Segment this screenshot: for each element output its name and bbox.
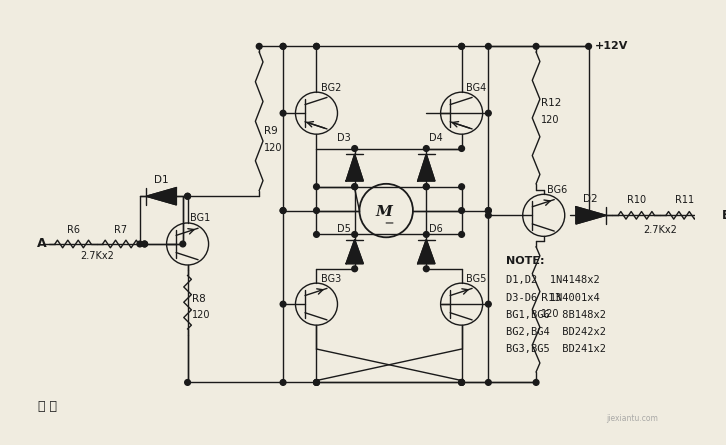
Circle shape (459, 44, 465, 49)
Circle shape (423, 231, 429, 237)
Text: NOTE:: NOTE: (505, 256, 544, 267)
Circle shape (184, 380, 190, 385)
Circle shape (184, 194, 190, 199)
Circle shape (459, 184, 465, 190)
Polygon shape (146, 188, 176, 205)
Circle shape (459, 380, 465, 385)
Text: D4: D4 (429, 133, 443, 143)
Circle shape (142, 241, 147, 247)
Circle shape (486, 208, 492, 214)
Circle shape (486, 44, 492, 49)
Text: 2.7Kx2: 2.7Kx2 (643, 225, 677, 235)
Text: R12: R12 (541, 97, 561, 108)
Polygon shape (417, 154, 435, 181)
Circle shape (486, 208, 492, 214)
Circle shape (423, 184, 429, 190)
Text: R10: R10 (627, 195, 646, 205)
Circle shape (423, 266, 429, 272)
Text: R7: R7 (114, 225, 127, 235)
Text: D5: D5 (338, 223, 351, 234)
Circle shape (533, 44, 539, 49)
Circle shape (586, 212, 592, 218)
Circle shape (459, 146, 465, 151)
Text: 120: 120 (192, 310, 211, 320)
Text: jiexiantu.com: jiexiantu.com (606, 413, 658, 423)
Circle shape (459, 231, 465, 237)
Circle shape (314, 380, 319, 385)
Circle shape (314, 380, 319, 385)
Text: D2: D2 (583, 194, 597, 204)
Text: BG2,BG4  BD242x2: BG2,BG4 BD242x2 (505, 327, 605, 337)
Text: BG2: BG2 (322, 83, 342, 93)
Text: 图 五: 图 五 (38, 400, 57, 413)
Circle shape (459, 380, 465, 385)
Circle shape (459, 44, 465, 49)
Text: BG4: BG4 (466, 83, 486, 93)
Text: BG6: BG6 (547, 185, 567, 195)
Text: 2.7Kx2: 2.7Kx2 (80, 251, 114, 261)
Polygon shape (346, 239, 363, 263)
Circle shape (314, 44, 319, 49)
Text: D3-D6  1N4001x4: D3-D6 1N4001x4 (505, 293, 599, 303)
Text: B: B (722, 209, 726, 222)
Circle shape (314, 184, 319, 190)
Circle shape (459, 208, 465, 214)
Text: D1: D1 (153, 175, 168, 185)
Text: BG3,BG5  BD241x2: BG3,BG5 BD241x2 (505, 344, 605, 354)
Circle shape (352, 146, 357, 151)
Circle shape (137, 241, 143, 247)
Text: BG3: BG3 (322, 274, 341, 283)
Text: R13: R13 (541, 293, 561, 303)
Text: 120: 120 (541, 115, 559, 125)
Circle shape (184, 194, 190, 199)
Circle shape (533, 380, 539, 385)
Circle shape (423, 146, 429, 151)
Text: BG5: BG5 (466, 274, 486, 283)
Circle shape (486, 212, 492, 218)
Polygon shape (346, 154, 363, 181)
Text: D6: D6 (429, 223, 443, 234)
Circle shape (486, 380, 492, 385)
Circle shape (142, 241, 147, 247)
Circle shape (586, 44, 592, 49)
Text: R8: R8 (192, 294, 206, 304)
Text: D3: D3 (338, 133, 351, 143)
Text: R11: R11 (674, 195, 693, 205)
Polygon shape (417, 239, 435, 263)
Text: R6: R6 (67, 225, 80, 235)
Text: R9: R9 (264, 126, 278, 136)
Circle shape (280, 44, 286, 49)
Text: D1,D2  1N4148x2: D1,D2 1N4148x2 (505, 275, 599, 286)
Circle shape (280, 110, 286, 116)
Circle shape (280, 44, 286, 49)
Circle shape (180, 241, 186, 247)
Circle shape (486, 110, 492, 116)
Circle shape (352, 184, 357, 190)
Circle shape (352, 184, 357, 190)
Circle shape (280, 301, 286, 307)
Circle shape (314, 380, 319, 385)
Circle shape (280, 208, 286, 214)
Circle shape (352, 266, 357, 272)
Circle shape (314, 231, 319, 237)
Text: M: M (376, 205, 393, 218)
Text: BG1: BG1 (190, 214, 211, 223)
Circle shape (423, 184, 429, 190)
Text: 120: 120 (541, 308, 559, 319)
Circle shape (280, 208, 286, 214)
Circle shape (314, 208, 319, 214)
Text: +12V: +12V (595, 41, 629, 51)
Circle shape (280, 380, 286, 385)
Text: 120: 120 (264, 143, 282, 154)
Polygon shape (576, 207, 606, 224)
Circle shape (352, 231, 357, 237)
Circle shape (256, 44, 262, 49)
Text: BG1,BG6  8B148x2: BG1,BG6 8B148x2 (505, 310, 605, 320)
Circle shape (314, 44, 319, 49)
Text: A: A (37, 238, 46, 251)
Circle shape (486, 301, 492, 307)
Circle shape (459, 380, 465, 385)
